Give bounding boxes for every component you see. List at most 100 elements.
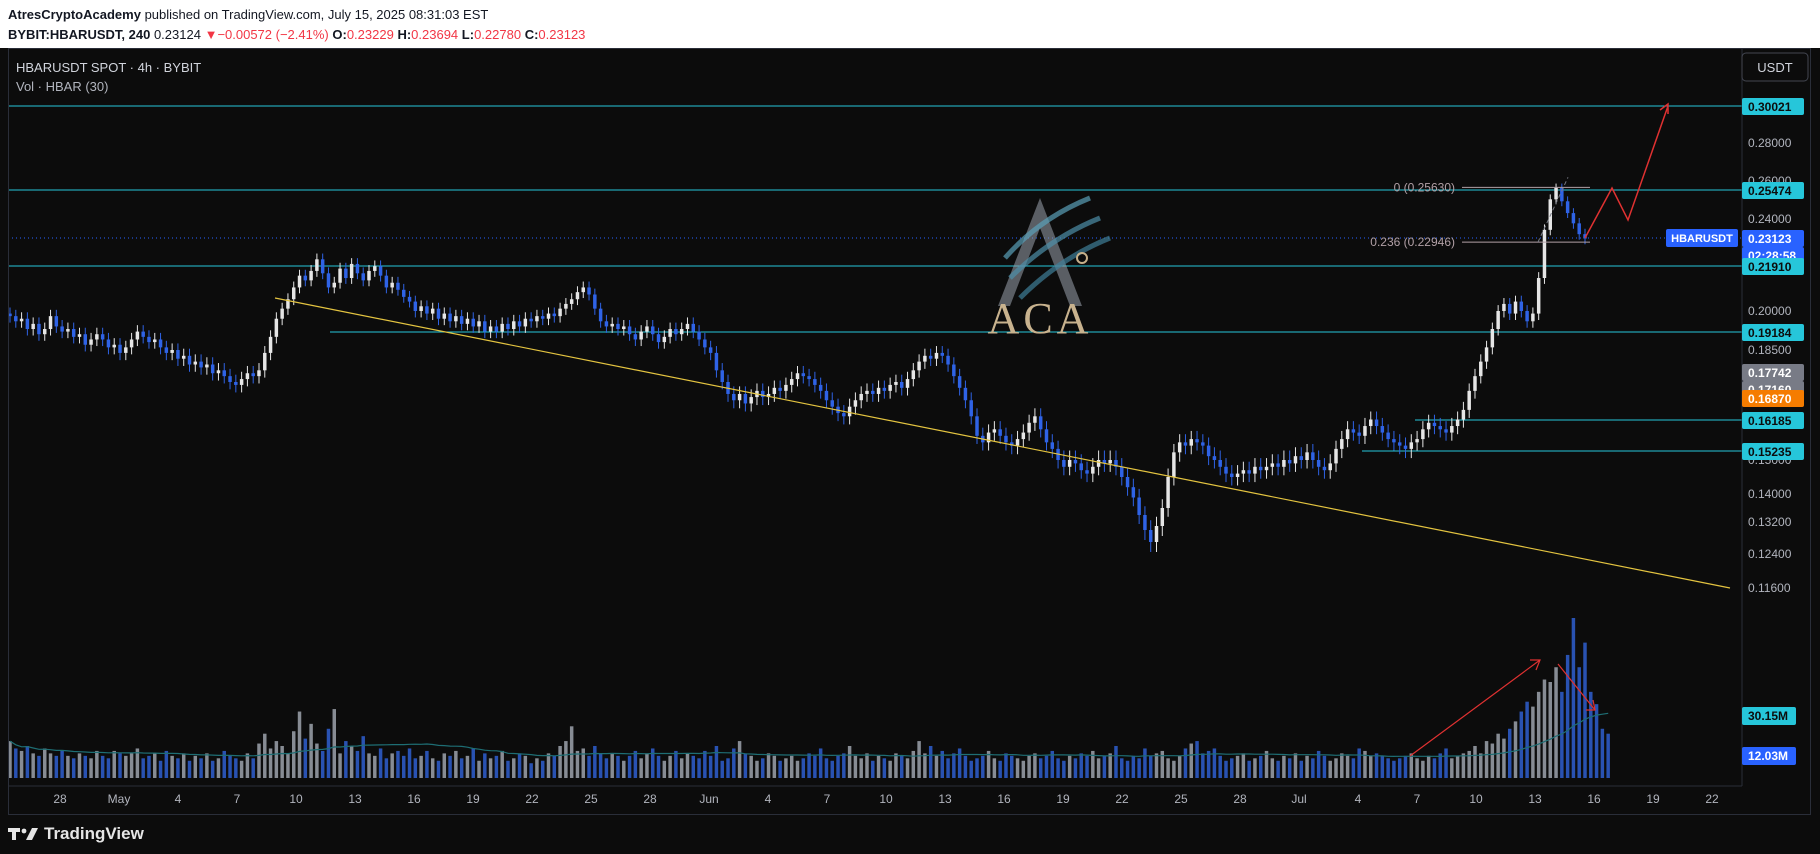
volume-bar <box>1542 679 1547 778</box>
candle-body <box>604 321 609 327</box>
volume-bar <box>1380 755 1385 778</box>
candle-body <box>31 323 35 330</box>
candle-body <box>1507 303 1512 314</box>
volume-bar <box>378 748 383 778</box>
volume-bar <box>1554 667 1558 778</box>
author-name[interactable]: AtresCryptoAcademy <box>8 7 141 22</box>
publish-header: AtresCryptoAcademy published on TradingV… <box>0 0 1820 48</box>
candle-body <box>477 321 481 327</box>
low-value: 0.22780 <box>474 27 522 42</box>
volume-bar <box>1328 760 1332 778</box>
candle-body <box>847 406 852 417</box>
volume-bar <box>1004 753 1008 778</box>
volume-bar <box>425 750 429 778</box>
volume-bar <box>1467 750 1471 778</box>
candle-body <box>384 275 389 288</box>
candle-body <box>373 266 377 271</box>
candle-body <box>662 336 667 343</box>
volume-bar <box>1270 758 1275 778</box>
volume-bar <box>1264 750 1269 778</box>
volume-bar <box>859 758 863 778</box>
volume-bar <box>1571 618 1576 778</box>
volume-bar <box>268 748 273 778</box>
volume-bar <box>1247 760 1251 778</box>
volume-bar <box>222 750 226 778</box>
volume-bar <box>1160 750 1165 778</box>
candle-body <box>1091 466 1095 474</box>
candle-body <box>622 326 626 330</box>
candle-body <box>789 379 794 385</box>
candle-body <box>349 263 354 279</box>
candle-body <box>651 326 655 335</box>
candle-body <box>992 429 997 433</box>
last-price: 0.23124 <box>153 27 201 42</box>
candle-body <box>998 429 1002 436</box>
volume-bar <box>309 723 313 778</box>
time-tick-label: 13 <box>1528 792 1542 806</box>
tradingview-logo[interactable]: TradingView <box>8 824 144 844</box>
candle-body <box>1340 439 1344 449</box>
volume-bar <box>679 758 684 778</box>
time-tick-label: 10 <box>879 792 893 806</box>
candle-body <box>1496 311 1500 330</box>
candle-body <box>147 336 151 343</box>
candle-body <box>1160 508 1165 526</box>
candle-body <box>199 361 203 368</box>
candle-body <box>1114 460 1118 467</box>
candle-body <box>164 347 169 353</box>
price-axis-tag: 0.15235 <box>1742 443 1804 460</box>
volume-bar <box>181 753 186 778</box>
candle-body <box>1253 466 1257 474</box>
candle-body <box>1033 416 1037 423</box>
volume-bar <box>668 755 672 778</box>
price-tag-label: 0.21910 <box>1748 260 1792 274</box>
candle-body <box>1583 234 1587 239</box>
candle-body <box>1403 445 1408 449</box>
candle-body <box>1258 466 1263 471</box>
volume-bar <box>1033 753 1037 778</box>
volume-up-arrowhead <box>1530 659 1541 671</box>
volume-bar <box>1120 758 1124 778</box>
price-axis-tag: 0.23123 <box>1742 230 1804 247</box>
volume-bar <box>344 741 348 778</box>
logo-text: ACA <box>988 294 1093 343</box>
volume-bar <box>1438 753 1442 778</box>
time-tick-label: 7 <box>824 792 831 806</box>
volume-bar <box>732 748 736 778</box>
candle-body <box>934 352 939 359</box>
candle-body <box>494 326 499 332</box>
currency-button[interactable]: USDT <box>1741 52 1809 82</box>
volume-bar <box>847 746 852 778</box>
volume-bar <box>43 748 47 778</box>
candle-body <box>905 379 910 388</box>
candle-body <box>1461 409 1466 420</box>
candle-body <box>656 334 661 343</box>
candle-body <box>761 390 765 398</box>
volume-bar <box>1102 755 1107 778</box>
candle-body <box>228 376 232 382</box>
volume-bar <box>645 753 649 778</box>
volume-bar <box>442 753 447 778</box>
price-chart[interactable]: 0 (0.25630)0.236 (0.22946) ACA 0.320000.… <box>0 48 1820 818</box>
fib-label-236: 0.236 (0.22946) <box>1370 235 1455 249</box>
volume-bar <box>569 726 574 778</box>
candle-body <box>963 387 968 401</box>
volume-bar <box>355 750 360 778</box>
volume-bar <box>1079 753 1083 778</box>
volume-bar <box>1473 746 1477 778</box>
price-tick-label: 0.12400 <box>1748 547 1792 561</box>
candle-body <box>1392 439 1396 443</box>
candle-body <box>274 318 279 337</box>
close-label: C: <box>524 27 539 42</box>
price-axis-tag: 0.16185 <box>1742 412 1804 429</box>
volume-bar <box>871 760 875 778</box>
candle-body <box>66 329 70 332</box>
volume-bar <box>477 760 481 778</box>
published-text: published on TradingView.com, July 15, 2… <box>144 7 489 22</box>
volume-bar <box>118 753 122 778</box>
price-tag-bg <box>1742 258 1804 275</box>
candle-body <box>83 334 88 345</box>
price-tick-label: 0.28000 <box>1748 136 1792 150</box>
volume-bar <box>761 758 765 778</box>
price-tag-label: 0.16870 <box>1748 392 1792 406</box>
